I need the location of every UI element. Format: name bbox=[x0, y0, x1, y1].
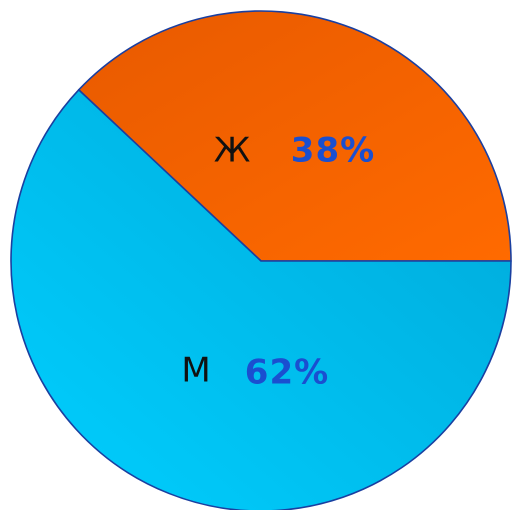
slice-category-label: М bbox=[181, 351, 210, 391]
slice-percent-label: 62% bbox=[245, 353, 329, 393]
pie-slice-m bbox=[10, 89, 512, 510]
slice-category-label: Ж bbox=[214, 131, 251, 171]
slice-percent-label: 38% bbox=[291, 131, 375, 171]
pie-slice-zh bbox=[77, 10, 512, 262]
